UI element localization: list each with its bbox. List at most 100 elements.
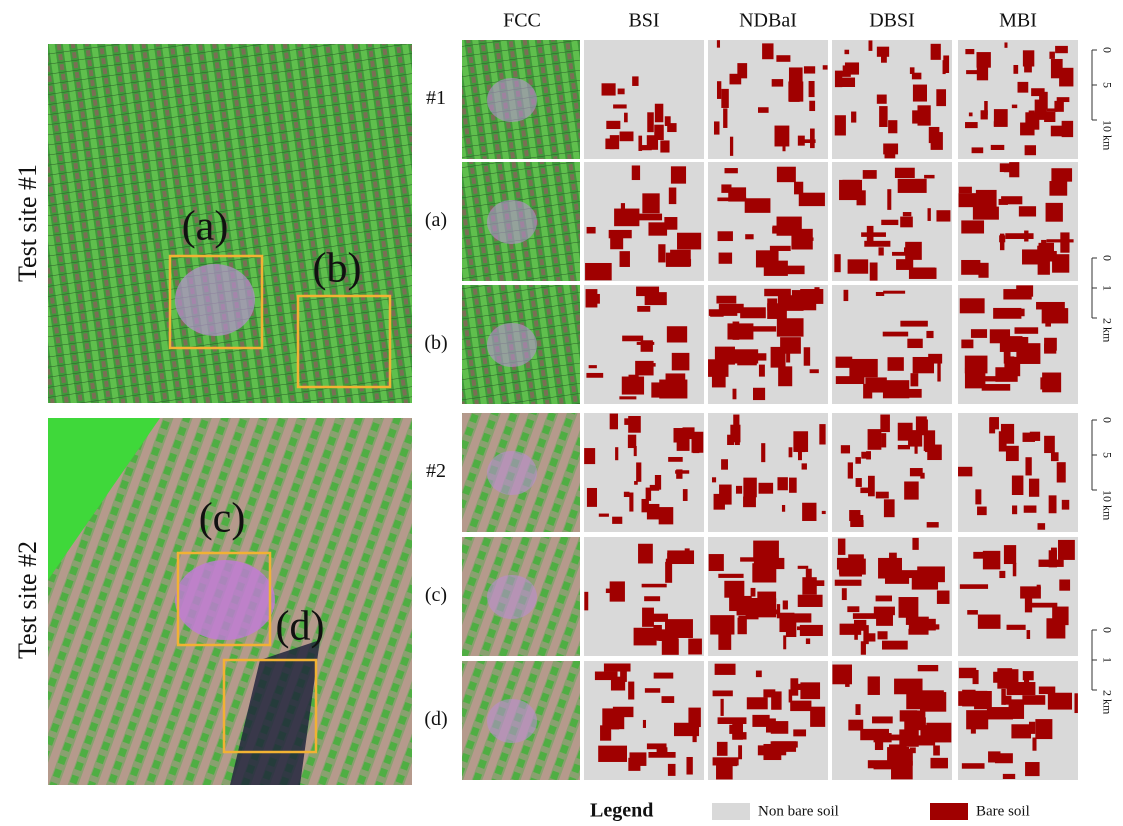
bare-soil-patch bbox=[733, 322, 740, 340]
legend-swatch bbox=[712, 803, 750, 820]
bare-soil-patch bbox=[912, 110, 921, 123]
bare-soil-patch bbox=[1043, 251, 1056, 262]
bare-soil-patch bbox=[1035, 100, 1047, 120]
bare-soil-patch bbox=[733, 415, 739, 436]
bare-soil-patch bbox=[718, 231, 733, 241]
bare-soil-patch bbox=[721, 89, 728, 108]
urban-area bbox=[175, 560, 275, 640]
bare-soil-patch bbox=[798, 595, 823, 607]
bare-soil-patch bbox=[585, 263, 612, 280]
bare-soil-patch bbox=[638, 214, 662, 221]
legend: Non bare soilBare soil bbox=[712, 803, 1030, 820]
bare-soil-patch bbox=[1042, 308, 1069, 323]
bare-soil-patch bbox=[791, 75, 798, 89]
bare-soil-patch bbox=[645, 292, 667, 305]
bare-soil-patch bbox=[609, 230, 632, 238]
bare-soil-patch bbox=[654, 673, 674, 679]
bare-soil-patch bbox=[657, 747, 668, 755]
bare-soil-patch bbox=[775, 126, 790, 147]
bare-soil-patch bbox=[652, 614, 668, 622]
bare-soil-patch bbox=[994, 121, 1006, 126]
scale-label: 2 km bbox=[1100, 690, 1114, 715]
bare-soil-patch bbox=[613, 104, 627, 108]
scale-label: 5 bbox=[1100, 82, 1114, 88]
bare-soil-patch bbox=[1038, 523, 1046, 530]
bare-soil-patch bbox=[915, 436, 918, 454]
bare-soil-patch bbox=[600, 752, 621, 758]
bare-soil-patch bbox=[756, 671, 762, 678]
bare-soil-patch bbox=[671, 166, 686, 183]
bare-soil-patch bbox=[802, 139, 816, 143]
bare-soil-patch bbox=[717, 81, 721, 99]
bare-soil-patch bbox=[920, 717, 925, 738]
bare-soil-patch bbox=[962, 763, 985, 769]
bare-soil-patch bbox=[659, 507, 674, 524]
bare-soil-patch bbox=[789, 447, 793, 457]
bare-soil-patch bbox=[1055, 46, 1068, 53]
scale-label: 5 bbox=[1100, 452, 1114, 458]
bare-soil-patch bbox=[903, 212, 911, 216]
bare-soil-patch bbox=[733, 389, 737, 400]
bare-soil-patch bbox=[966, 710, 988, 729]
bare-soil-patch bbox=[740, 307, 766, 318]
column-header: FCC bbox=[503, 10, 541, 32]
bare-soil-patch bbox=[904, 481, 919, 499]
bare-soil-patch bbox=[732, 719, 743, 740]
bare-soil-patch bbox=[819, 424, 825, 444]
bare-soil-patch bbox=[665, 116, 671, 126]
bare-soil-patch bbox=[628, 416, 641, 433]
scale-label: 0 bbox=[1100, 47, 1114, 53]
bare-soil-patch bbox=[1003, 774, 1015, 779]
box-label: (d) bbox=[276, 604, 325, 650]
bare-soil-patch bbox=[668, 764, 676, 776]
bare-soil-patch bbox=[990, 329, 1010, 343]
bare-soil-patch bbox=[628, 682, 634, 700]
bare-soil-patch bbox=[990, 417, 999, 429]
bare-soil-patch bbox=[622, 377, 644, 395]
row-label: #2 bbox=[426, 460, 446, 482]
bare-soil-patch bbox=[658, 244, 665, 262]
legend-swatch bbox=[930, 803, 968, 820]
bare-soil-patch bbox=[776, 266, 804, 275]
bare-soil-patch bbox=[668, 457, 683, 462]
bare-soil-patch bbox=[931, 44, 941, 60]
bare-soil-patch bbox=[766, 718, 776, 732]
bare-soil-patch bbox=[868, 676, 880, 695]
bare-soil-patch bbox=[586, 373, 603, 378]
bare-soil-patch bbox=[1047, 108, 1058, 111]
bare-soil-patch bbox=[936, 210, 950, 221]
bare-soil-patch bbox=[904, 247, 907, 252]
bare-soil-patch bbox=[632, 165, 640, 180]
bare-soil-patch bbox=[642, 584, 667, 588]
scale-label: 1 bbox=[1100, 285, 1114, 291]
bare-soil-patch bbox=[709, 554, 724, 571]
bare-soil-patch bbox=[988, 751, 1000, 762]
bare-soil-patch bbox=[770, 246, 791, 251]
bare-soil-patch bbox=[634, 628, 657, 646]
bare-soil-patch bbox=[777, 167, 796, 182]
site-label: Test site #2 bbox=[13, 541, 42, 659]
bare-soil-patch bbox=[725, 168, 738, 173]
bare-soil-patch bbox=[680, 729, 689, 735]
bare-soil-patch bbox=[721, 699, 724, 716]
bare-soil-patch bbox=[618, 89, 625, 95]
bare-soil-patch bbox=[906, 617, 929, 625]
bare-soil-patch bbox=[672, 353, 690, 371]
bare-soil-patch bbox=[762, 43, 773, 59]
bare-soil-patch bbox=[898, 445, 910, 449]
bare-soil-patch bbox=[971, 724, 976, 734]
bare-soil-patch bbox=[1012, 505, 1017, 514]
bare-soil-patch bbox=[933, 745, 940, 755]
bare-soil-patch bbox=[863, 170, 877, 179]
bare-soil-patch bbox=[943, 55, 949, 73]
bare-soil-patch bbox=[712, 477, 716, 482]
bare-soil-patch bbox=[660, 140, 669, 152]
bare-soil-patch bbox=[761, 443, 765, 462]
bare-soil-patch bbox=[1012, 476, 1024, 495]
bare-soil-patch bbox=[1044, 344, 1056, 354]
bare-soil-patch bbox=[912, 538, 918, 550]
bare-soil-patch bbox=[972, 147, 984, 153]
bare-soil-patch bbox=[710, 615, 734, 634]
bare-soil-patch bbox=[962, 690, 975, 707]
scale-label: 10 km bbox=[1100, 120, 1114, 151]
